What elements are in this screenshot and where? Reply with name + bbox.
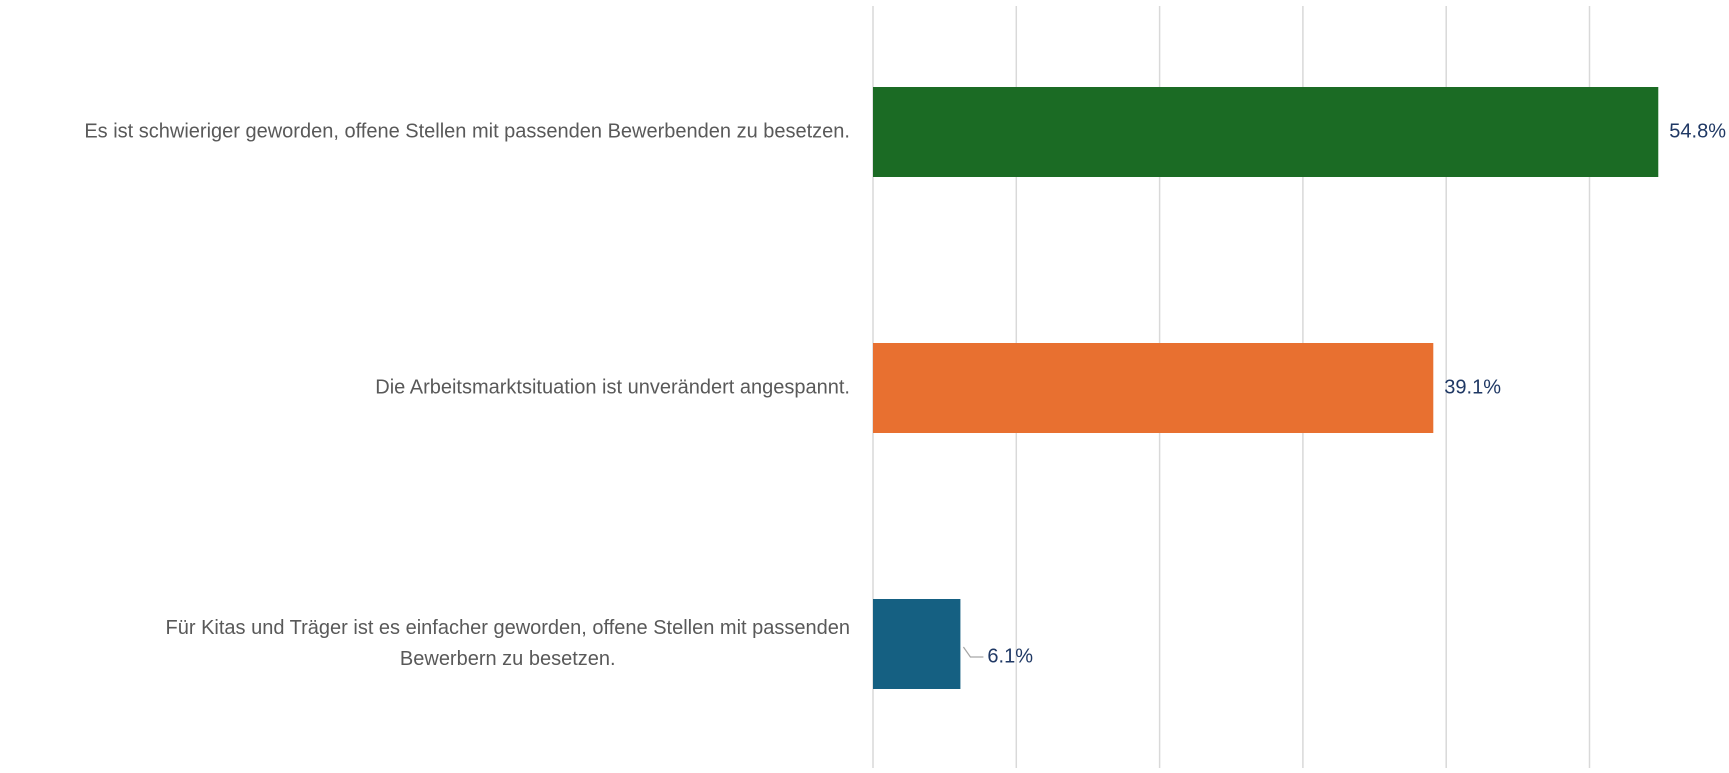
bar-3 xyxy=(873,599,961,689)
value-label-2: 39.1% xyxy=(1444,376,1502,399)
category-label-2: Die Arbeitsmarktsituation ist unveränder… xyxy=(0,373,850,404)
value-label-1: 54.8% xyxy=(1669,120,1726,143)
category-label-line: Für Kitas und Träger ist es einfacher ge… xyxy=(165,617,850,639)
bar-2 xyxy=(873,343,1434,433)
value-label-3: 6.1% xyxy=(987,645,1033,668)
bar-1 xyxy=(873,87,1659,177)
leader-line xyxy=(962,646,984,658)
category-label-line: Die Arbeitsmarktsituation ist unveränder… xyxy=(375,376,850,399)
category-label-line: Es ist schwieriger geworden, offene Stel… xyxy=(84,120,850,143)
category-label-1: Es ist schwieriger geworden, offene Stel… xyxy=(0,117,850,148)
category-label-line: Bewerbern zu besetzen. xyxy=(399,648,616,670)
category-label-3: Für Kitas und Träger ist es einfacher ge… xyxy=(0,613,850,675)
